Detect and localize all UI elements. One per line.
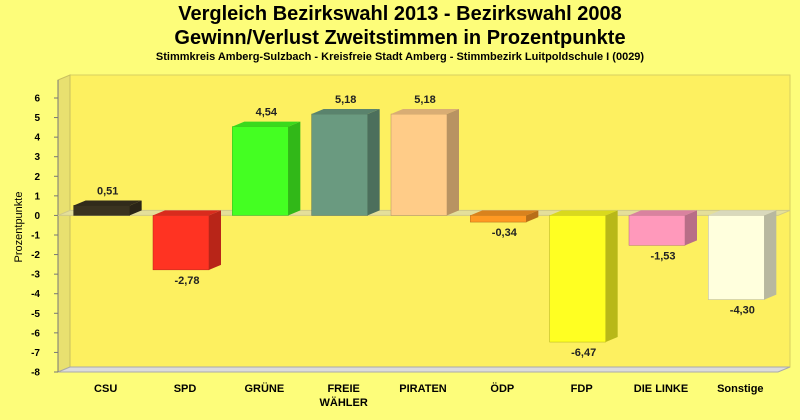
y-tick-label: -1 — [31, 231, 40, 242]
category-label: ÖDP — [490, 382, 514, 395]
bar-front — [470, 215, 527, 223]
bar-front — [152, 215, 210, 271]
chart-subtitle: Stimmkreis Amberg-Sulzbach - Kreisfreie … — [155, 51, 645, 63]
bar-value-label: 0,51 — [97, 185, 118, 197]
bar-top — [73, 200, 142, 206]
bar-top — [311, 109, 380, 115]
bar-front — [708, 215, 765, 300]
bar-side — [605, 210, 618, 343]
y-tick-label: -2 — [31, 250, 40, 261]
y-tick-label: 4 — [34, 133, 40, 144]
bar-top — [391, 109, 459, 115]
y-tick-label: 3 — [34, 152, 40, 163]
bar-value-label: -1,53 — [650, 250, 675, 262]
y-tick-label: 6 — [34, 94, 40, 105]
category-label: WÄHLER — [320, 396, 368, 409]
plot-floor — [57, 366, 791, 373]
bar-top — [153, 210, 221, 216]
bar-side — [209, 210, 221, 270]
bar-front — [311, 113, 368, 216]
bar-value-label: -4,30 — [730, 305, 755, 317]
bar-top — [629, 210, 697, 216]
bar-side — [685, 210, 697, 246]
y-tick-label: 5 — [34, 113, 40, 124]
bar-top — [549, 210, 618, 216]
bar-front — [73, 205, 130, 216]
category-label: PIRATEN — [399, 383, 447, 395]
y-axis-label: Prozentpunkte — [13, 192, 25, 263]
y-tick-label: 2 — [34, 172, 40, 183]
category-label: Sonstige — [717, 383, 763, 395]
bar-value-label: -0,34 — [492, 227, 518, 239]
category-label: SPD — [174, 383, 197, 395]
bar-value-label: 4,54 — [256, 107, 278, 119]
bar-top — [470, 210, 539, 216]
bar-value-label: 5,18 — [335, 94, 356, 106]
bar-value-label: 5,18 — [414, 94, 435, 106]
category-label: CSU — [94, 383, 117, 395]
chart-title-line1: Vergleich Bezirkswahl 2013 - Bezirkswahl… — [178, 3, 622, 25]
y-tick-label: 1 — [34, 191, 40, 202]
y-tick-label: -6 — [31, 328, 40, 339]
bar-side — [764, 210, 777, 300]
bar-top — [232, 121, 301, 127]
bar-front — [549, 215, 606, 343]
y-tick-label: -4 — [31, 289, 40, 300]
title-block: Vergleich Bezirkswahl 2013 - Bezirkswahl… — [0, 2, 800, 63]
chart-title-line2: Gewinn/Verlust Zweitstimmen in Prozentpu… — [174, 27, 626, 49]
y-tick-label: -7 — [31, 348, 40, 359]
y-tick-label: 0 — [34, 211, 40, 222]
bar-front — [232, 126, 289, 216]
bar-side — [447, 109, 459, 216]
bar-side — [367, 109, 380, 216]
bar-side — [288, 121, 301, 216]
y-tick-label: -3 — [31, 270, 40, 281]
bar-side — [526, 210, 539, 223]
category-label: FDP — [571, 383, 593, 395]
category-label: FREIE — [327, 383, 359, 395]
bar-side — [129, 200, 142, 216]
category-label: GRÜNE — [244, 382, 284, 395]
y-tick-label: -8 — [31, 368, 40, 379]
bar-value-label: -6,47 — [571, 347, 596, 359]
plot-side-wall — [57, 74, 71, 373]
bar-front — [390, 113, 448, 216]
bar-top — [708, 210, 777, 216]
category-label: DIE LINKE — [634, 383, 688, 395]
bar-front — [628, 215, 686, 246]
bar-value-label: -2,78 — [174, 275, 199, 287]
y-tick-label: -5 — [31, 309, 40, 320]
